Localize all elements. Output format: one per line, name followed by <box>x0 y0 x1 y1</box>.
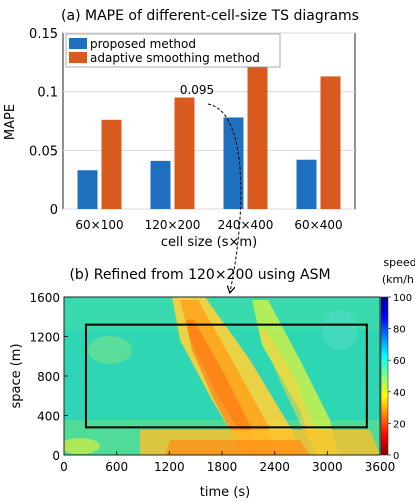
bar-asm-0 <box>101 119 122 209</box>
bar-xtick-label: 240×400 <box>218 218 274 232</box>
bar-ytick-label: 0.15 <box>29 27 58 42</box>
bar-chart-bars <box>77 56 341 209</box>
bar-asm-3 <box>320 76 341 209</box>
bar-asm-2 <box>247 56 268 209</box>
bar-asm-1 <box>174 97 195 209</box>
colorbar-label-line1: speed <box>383 256 415 269</box>
colorbar-label-line2: (km/h) <box>382 273 415 286</box>
bar-proposed-1 <box>150 160 171 209</box>
colorbar-tick-label: 60 <box>393 356 406 367</box>
heatmap-ytick-label: 0 <box>52 449 60 463</box>
legend-label: adaptive smoothing method <box>90 51 260 65</box>
heatmap-ytick-label: 800 <box>37 370 60 384</box>
heatmap-xtick-label: 0 <box>60 460 68 474</box>
bar-xtick-label: 120×200 <box>145 218 201 232</box>
legend-swatch <box>69 38 87 49</box>
heatmap-field <box>64 297 380 455</box>
colorbar-tick-label: 80 <box>393 325 406 336</box>
heatmap-ytick-label: 400 <box>37 410 60 424</box>
bar-chart-ylabel: MAPE <box>3 104 18 140</box>
colorbar-tick-label: 0 <box>393 451 399 462</box>
colorbar-tick-label: 20 <box>393 419 406 430</box>
colorbar-gradient <box>380 296 389 456</box>
heatmap-xtick-label: 1800 <box>207 460 238 474</box>
bar-chart-panel: (a) MAPE of different-cell-size TS diagr… <box>3 8 359 250</box>
colorbar-tick-label: 40 <box>393 388 406 399</box>
heatmap-axes: 0 600 1200 1800 2400 3000 3600 0 400 800 1200 1600 <box>29 291 395 474</box>
legend-box <box>65 33 281 68</box>
legend-swatch <box>69 52 87 63</box>
colorbar: speed (km/h) 0 20 40 60 80 100 <box>380 256 415 462</box>
bar-proposed-3 <box>296 159 317 209</box>
bar-annotation-label: 0.095 <box>180 83 214 97</box>
bar-ytick-label: 0 <box>50 203 58 218</box>
bar-chart-xlabel: cell size (s×m) <box>161 235 257 250</box>
heatmap-ytick-label: 1600 <box>29 291 60 305</box>
bar-xtick-label: 60×400 <box>294 218 342 232</box>
colorbar-tick-label: 100 <box>393 293 412 304</box>
highlight-box <box>84 323 368 429</box>
heatmap-xtick-label: 600 <box>105 460 128 474</box>
heatmap-xtick-label: 3000 <box>312 460 343 474</box>
heatmap-ylabel: space (m) <box>9 343 24 408</box>
legend-label: proposed method <box>90 37 196 51</box>
heatmap-xtick-label: 2400 <box>259 460 290 474</box>
bar-chart-title: (a) MAPE of different-cell-size TS diagr… <box>61 8 359 24</box>
heatmap-xtick-label: 3600 <box>365 460 396 474</box>
bar-proposed-0 <box>77 170 98 209</box>
heatmap-panel: (b) Refined from 120×200 using ASM <box>9 256 415 500</box>
bar-ytick-label: 0.05 <box>29 144 58 159</box>
colorbar-ticks: 0 20 40 60 80 100 <box>388 293 412 462</box>
heatmap-xtick-label: 1200 <box>154 460 185 474</box>
bar-proposed-2 <box>223 117 244 209</box>
bar-xtick-label: 60×100 <box>75 218 123 232</box>
bar-ytick-label: 0.1 <box>37 86 58 101</box>
heatmap-title: (b) Refined from 120×200 using ASM <box>69 267 330 283</box>
bar-chart-axes: 0 0.05 0.1 0.15 60×100 120×200 240×400 60×400 <box>29 27 356 232</box>
heatmap-ytick-label: 1200 <box>29 331 60 345</box>
heatmap-xlabel: time (s) <box>200 485 250 500</box>
annotation-arrow <box>207 103 242 292</box>
